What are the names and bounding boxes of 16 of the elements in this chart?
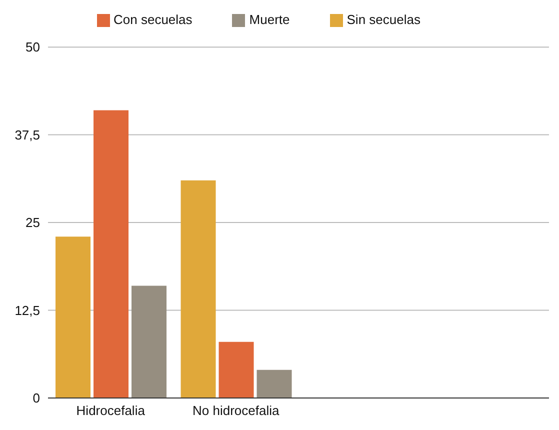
bar xyxy=(218,342,254,398)
legend-label: Muerte xyxy=(249,12,290,27)
y-tick-label: 12,5 xyxy=(14,302,40,318)
bar xyxy=(56,236,91,398)
x-tick-label: No hidrocefalia xyxy=(192,403,280,418)
y-tick-label: 37,5 xyxy=(14,127,40,142)
bar xyxy=(180,180,216,398)
legend-label: Sin secuelas xyxy=(346,12,420,27)
bar xyxy=(94,110,129,398)
bar xyxy=(256,370,292,398)
legend-label: Con secuelas xyxy=(114,12,192,27)
y-tick-label: 0 xyxy=(32,390,40,406)
x-tick-label: Hidrocefalia xyxy=(76,403,146,418)
y-tick-label: 50 xyxy=(26,40,40,55)
y-tick-label: 25 xyxy=(26,215,40,230)
bar xyxy=(132,286,167,398)
